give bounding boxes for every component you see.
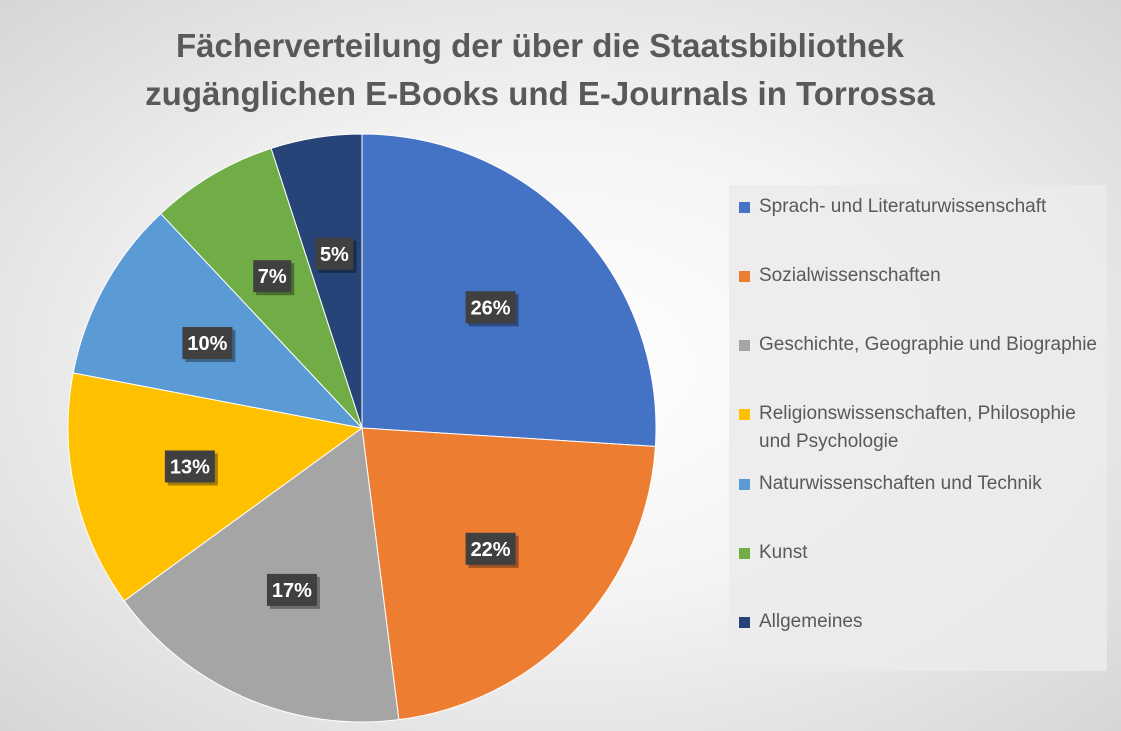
chart-title-line-1: Fächerverteilung der über die Staatsbibl… [175,27,904,64]
legend-swatch [739,548,750,559]
data-label-box [315,237,354,270]
legend: Sprach- und Literaturwissenschaft Sozial… [729,185,1107,671]
legend-label: Sprach- und Literaturwissenschaft [759,196,1047,217]
data-label-text: 17% [272,580,312,602]
data-label-text: 26% [471,297,511,319]
data-label: 13% [164,450,218,486]
data-label: 7% [253,260,295,296]
legend-item-religion: Religionswissenschaften, Philosophie und… [739,400,1099,456]
data-label-text: 10% [187,333,227,355]
legend-swatch [739,409,750,420]
legend-label: Religionswissenschaften, Philosophie und… [759,403,1076,452]
pie-slice [361,427,656,721]
legend-item-allgemeines: Allgemeines [739,608,1099,636]
data-label-text: 5% [320,244,349,266]
data-label-text: 7% [258,266,287,288]
legend-label: Kunst [759,542,808,563]
legend-swatch [739,202,750,213]
legend-swatch [739,271,750,282]
data-label-box [266,573,317,606]
data-label-box [253,260,292,293]
legend-item-naturwissenschaften: Naturwissenschaften und Technik [739,470,1099,498]
legend-item-kunst: Kunst [739,539,1099,567]
legend-label: Sozialwissenschaften [759,265,941,286]
chart-title-line-2: zugänglichen E-Books und E-Journals in T… [145,75,935,112]
legend-label: Allgemeines [759,611,863,632]
pie-slice [72,212,364,429]
data-label-text: 13% [170,456,210,478]
pie-slice [67,372,364,602]
legend-swatch [739,340,750,351]
legend-swatch [739,479,750,490]
data-label-box [465,532,516,565]
data-label-box [182,327,233,360]
data-label-text: 22% [471,539,511,561]
legend-item-sprach-literatur: Sprach- und Literaturwissenschaft [739,193,1099,221]
data-label: 10% [182,327,236,363]
data-label-box [164,450,215,483]
data-label: 5% [315,237,357,273]
pie-slice [270,133,363,429]
legend-item-sozialwissenschaften: Sozialwissenschaften [739,262,1099,290]
data-label: 22% [465,532,519,568]
legend-swatch [739,617,750,628]
data-label-box [465,291,516,324]
chart-title: Fächerverteilung der über die Staatsbibl… [0,22,1080,118]
legend-label: Naturwissenschaften und Technik [759,473,1042,494]
legend-item-geschichte: Geschichte, Geographie und Biographie [739,331,1099,359]
data-label: 17% [266,573,320,609]
pie-slice [123,427,400,723]
data-label: 26% [465,291,519,327]
pie-slice [361,133,657,447]
legend-label: Geschichte, Geographie und Biographie [759,334,1098,355]
